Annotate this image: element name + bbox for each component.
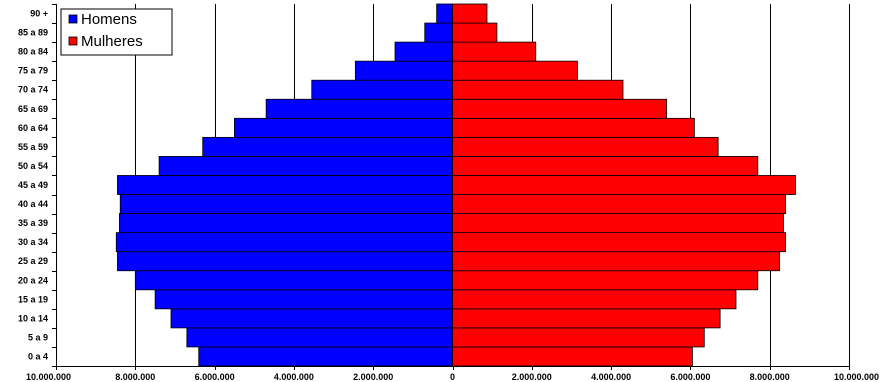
bar-mulheres-4 — [452, 270, 759, 291]
bar-mulheres-8 — [452, 194, 786, 214]
x-tick-label: 4.000.000 — [274, 372, 314, 382]
bar-homens-13 — [265, 98, 453, 119]
x-tick-label: 8.000.000 — [115, 372, 155, 382]
y-tick-label: 75 a 79 — [18, 66, 48, 76]
y-tick-label: 5 a 9 — [28, 332, 48, 342]
bar-homens-15 — [354, 60, 453, 81]
bar-homens-12 — [234, 117, 453, 138]
x-tick-label: 4.000.000 — [591, 372, 631, 382]
bar-homens-9 — [117, 175, 453, 195]
y-tick-labels: 0 a 4 5 a 9 10 a 14 15 a 19 20 a 24 25 a 29 30… — [18, 9, 48, 362]
y-tick-label: 70 a 74 — [18, 85, 48, 95]
bar-homens-1 — [186, 327, 453, 348]
bar-mulheres-6 — [452, 232, 786, 253]
y-tick-label: 85 a 89 — [18, 28, 48, 38]
axes — [52, 4, 850, 370]
bar-mulheres-17 — [452, 22, 498, 43]
bar-mulheres-0 — [452, 346, 693, 367]
y-tick-label: 90 + — [30, 9, 48, 19]
x-tick-label: 6.000.000 — [195, 372, 235, 382]
y-tick-label: 15 a 19 — [18, 294, 48, 304]
y-tick-label: 0 a 4 — [28, 351, 48, 361]
x-tick-label: 10.000.000 — [834, 372, 879, 382]
bars — [115, 3, 796, 367]
legend-box — [60, 8, 173, 56]
bar-homens-4 — [134, 270, 453, 291]
bar-homens-0 — [198, 346, 453, 367]
bar-homens-5 — [117, 251, 453, 272]
x-tick-label: 10.000.000 — [26, 372, 71, 382]
legend: Homens Mulheres — [60, 8, 173, 56]
x-tick-label: 2.000.000 — [353, 372, 393, 382]
bar-mulheres-9 — [452, 175, 796, 195]
y-tick-label: 45 a 49 — [18, 180, 48, 190]
bar-mulheres-13 — [452, 98, 668, 119]
legend-label-homens: Homens — [81, 11, 137, 28]
bar-mulheres-2 — [452, 308, 721, 329]
y-tick-label: 40 a 44 — [18, 199, 48, 209]
bar-homens-17 — [424, 22, 453, 43]
x-tick-label: 2.000.000 — [512, 372, 552, 382]
y-tick-label: 60 a 64 — [18, 123, 48, 133]
y-tick-label: 55 a 59 — [18, 142, 48, 152]
x-tick-label: 8.000.000 — [750, 372, 790, 382]
bar-homens-7 — [119, 213, 453, 234]
bar-mulheres-1 — [452, 327, 705, 348]
bar-mulheres-16 — [452, 41, 537, 62]
bar-homens-6 — [115, 232, 453, 253]
bar-homens-16 — [394, 41, 453, 62]
legend-swatch-mulheres — [68, 36, 78, 46]
bar-mulheres-15 — [452, 60, 578, 81]
y-tick-label: 50 a 54 — [18, 161, 48, 171]
bar-mulheres-14 — [452, 79, 624, 100]
y-tick-label: 80 a 84 — [18, 47, 48, 57]
bar-homens-18 — [436, 3, 453, 24]
bar-mulheres-11 — [452, 136, 719, 157]
bar-mulheres-7 — [452, 213, 784, 234]
bar-mulheres-5 — [452, 251, 781, 272]
bar-mulheres-18 — [452, 3, 488, 24]
x-tick-labels: 10.000.000 8.000.000 6.000.000 4.000.000 2.0… — [26, 372, 879, 382]
x-tick-label: 6.000.000 — [670, 372, 710, 382]
y-tick-label: 10 a 14 — [18, 313, 48, 323]
bar-mulheres-3 — [452, 289, 737, 310]
bar-homens-8 — [119, 194, 453, 214]
y-tick-label: 20 a 24 — [18, 275, 48, 285]
y-tick-label: 35 a 39 — [18, 218, 48, 228]
x-tick-label: 0 — [450, 372, 455, 382]
y-tick-label: 25 a 29 — [18, 256, 48, 266]
bar-mulheres-10 — [452, 156, 759, 176]
bar-homens-10 — [158, 156, 453, 176]
bar-homens-11 — [202, 136, 453, 157]
y-tick-label: 65 a 69 — [18, 104, 48, 114]
y-tick-label: 30 a 34 — [18, 237, 48, 247]
bar-mulheres-12 — [452, 117, 695, 138]
legend-swatch-homens — [68, 14, 78, 24]
legend-label-mulheres: Mulheres — [81, 33, 143, 50]
bar-homens-14 — [311, 79, 453, 100]
bar-homens-3 — [154, 289, 453, 310]
bar-homens-2 — [170, 308, 453, 329]
